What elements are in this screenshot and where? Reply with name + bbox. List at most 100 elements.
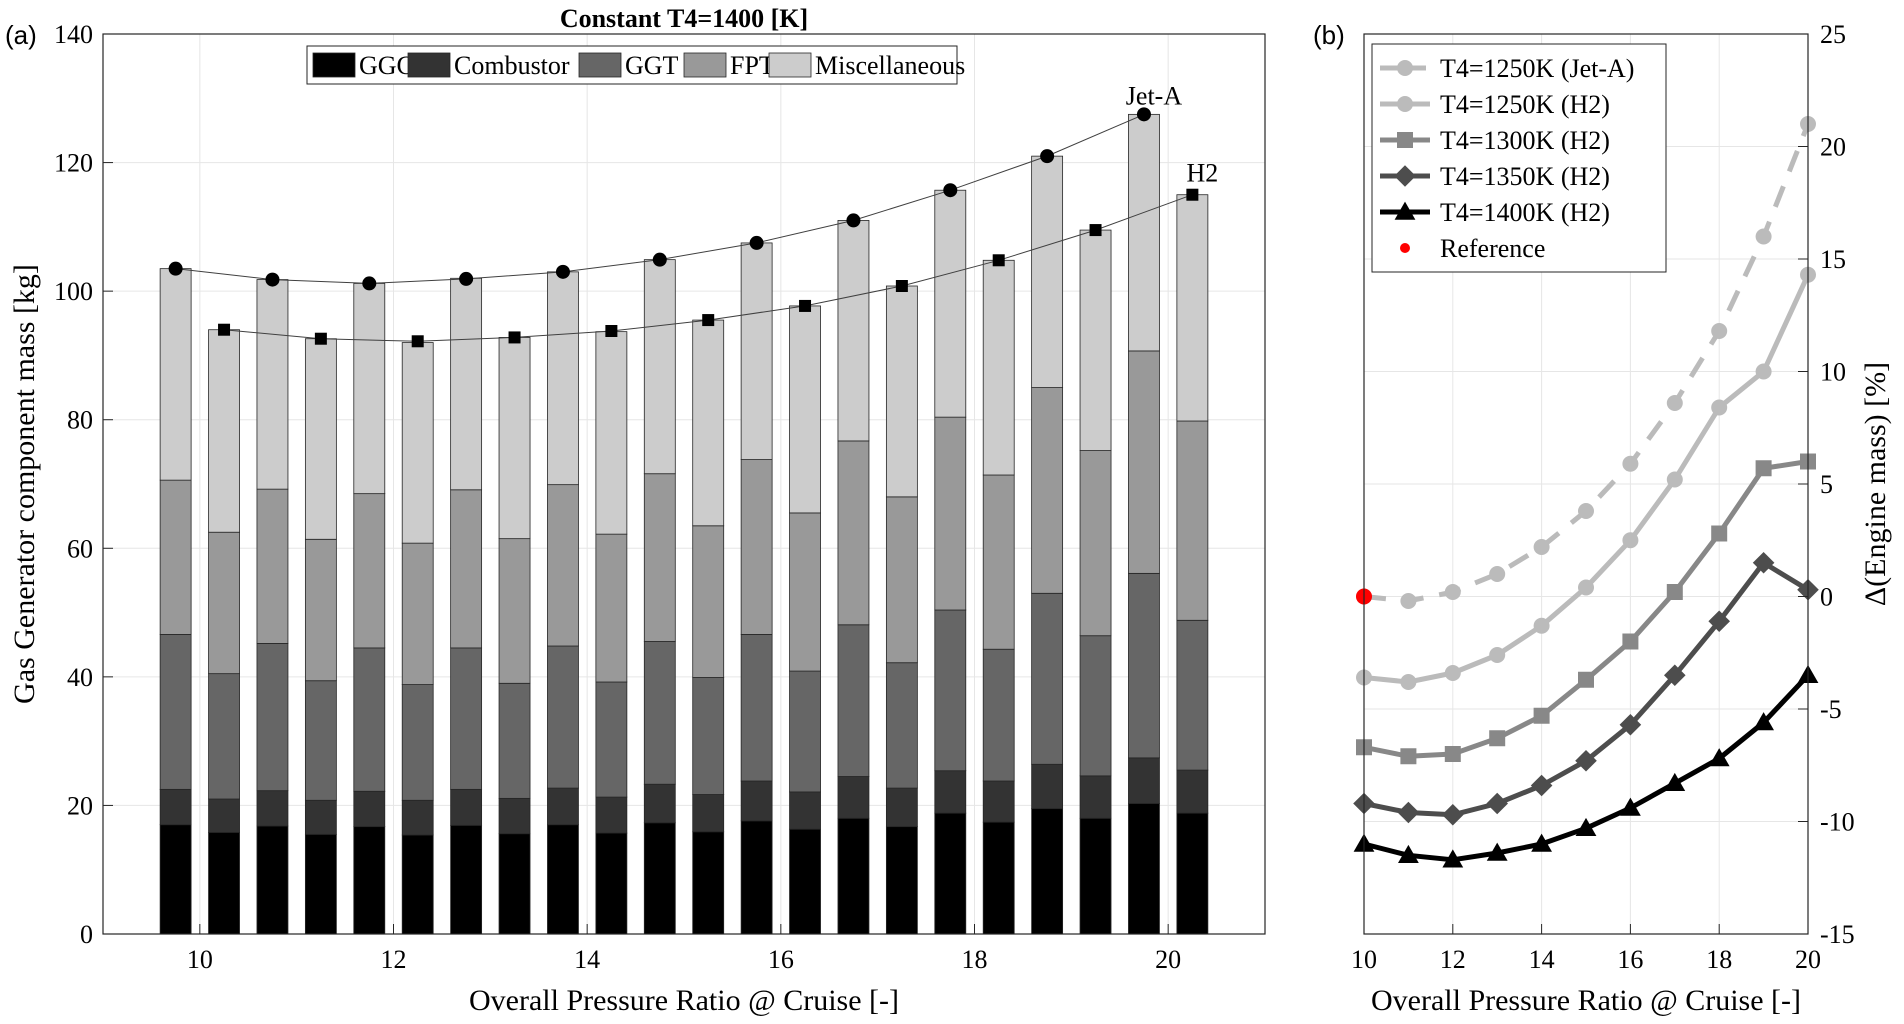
legend-label: FPT [730,51,775,80]
trend-marker-jet-a [846,213,861,228]
series-marker-0 [1400,593,1417,609]
bar-segment-jet-a-fpt [1128,350,1160,574]
series-marker-4 [1620,797,1641,816]
series-marker-2 [1622,633,1639,650]
legend-marker-sample [1394,201,1416,220]
bar-segment-h2-combustor [1079,775,1112,819]
series-marker-1 [1489,647,1506,663]
bar-segment-h2-ggc [595,832,628,935]
bar-segment-jet-a-ggt [643,641,676,785]
bar-segment-h2-miscellaneous [595,331,628,535]
series-marker-4 [1531,833,1552,852]
b-y-tick-label: 15 [1820,245,1846,274]
bar-segment-h2-miscellaneous [692,319,725,527]
bar-segment-h2-combustor [982,780,1015,823]
bar-segment-jet-a-ggc [740,820,773,935]
b-x-tick-label: 18 [1706,945,1732,974]
bar-segment-h2-combustor [789,791,821,830]
trend-marker-h2 [799,299,812,312]
series-marker-2 [1578,671,1594,688]
legend-label-reference: Reference [1440,234,1545,263]
a-x-tick-label: 18 [962,945,988,974]
trend-marker-jet-a [943,183,958,198]
series-marker-4 [1575,817,1597,837]
series-marker-1 [1444,665,1461,681]
series-marker-1 [1711,399,1728,416]
bar-segment-h2-ggt [982,648,1015,782]
bar-segment-h2-ggt [1176,619,1209,771]
trend-marker-jet-a [168,261,183,276]
panel-a-label: (a) [5,20,37,50]
series-marker-0 [1578,503,1594,519]
trend-marker-jet-a [265,272,280,287]
a-x-tick-label: 20 [1155,945,1181,974]
series-marker-3 [1664,664,1686,687]
a-x-tick-label: 12 [381,945,407,974]
series-marker-0 [1622,455,1639,472]
trend-marker-h2 [702,314,715,327]
trend-marker-h2 [411,335,424,348]
series-marker-0 [1666,395,1683,411]
panel-a-title: Constant T4=1400 [K] [560,4,808,33]
b-x-tick-label: 20 [1795,945,1821,974]
bar-segment-jet-a-miscellaneous [1031,155,1064,388]
b-x-tick-label: 10 [1351,945,1377,974]
bar-segment-jet-a-combustor [1031,763,1064,810]
a-y-tick-label: 0 [80,920,93,949]
legend-label-b: T4=1300K (H2) [1440,126,1610,155]
bar-segment-h2-fpt [982,474,1015,650]
a-y-tick-label: 120 [54,149,93,178]
a-x-tick-label: 16 [768,945,794,974]
bar-segment-jet-a-ggc [934,812,967,935]
bar-segment-h2-fpt [692,525,725,678]
series-marker-0 [1444,584,1461,600]
bar-segment-jet-a-fpt [547,484,579,647]
bar-segment-jet-a-ggt [159,634,192,790]
legend-label: Combustor [454,51,570,80]
a-x-tick-label: 14 [574,945,600,974]
bar-segment-h2-miscellaneous [1176,194,1209,422]
panel-a-trend-lines [168,107,1199,348]
series-marker-1 [1755,363,1772,380]
legend-swatch [407,52,451,78]
bar-segment-jet-a-miscellaneous [353,283,386,495]
bar-segment-jet-a-ggt [934,609,967,772]
bar-segment-h2-combustor [595,796,628,834]
bar-segment-jet-a-miscellaneous [450,277,483,491]
bar-segment-jet-a-combustor [643,783,676,824]
panel-a-bars [159,113,1209,935]
bar-segment-h2-ggc [208,832,240,935]
series-marker-3 [1752,551,1775,574]
series-marker-3 [1486,792,1508,815]
panel-a-bar-chart: (a) Constant T4=1400 [K] 10 12 14 16 18 20 0 20… [5,4,1266,1017]
bar-segment-jet-a-combustor [740,780,773,822]
bar-segment-jet-a-fpt [353,493,386,649]
bar-segment-jet-a-ggc [643,822,676,935]
series-marker-2 [1755,460,1772,477]
legend-swatch [312,52,356,78]
trend-marker-jet-a [652,252,667,267]
bar-segment-jet-a-combustor [934,770,967,814]
series-marker-3 [1530,774,1553,797]
panel-b-legend: T4=1250K (Jet-A) T4=1250K (H2) T4=1300K (H… [1371,43,1667,273]
bar-segment-h2-combustor [208,798,240,833]
panel-a-y-axis-label: Gas Generator component mass [kg] [8,264,41,704]
a-y-tick-label: 140 [54,20,93,49]
a-x-tick-label: 10 [187,945,213,974]
bar-segment-h2-fpt [401,542,434,685]
bar-segment-h2-fpt [595,533,628,683]
series-marker-0 [1489,566,1506,582]
series-marker-3 [1619,713,1642,736]
jet-a-annotation: Jet-A [1126,81,1183,110]
b-y-tick-label: -10 [1820,808,1855,837]
bar-segment-h2-ggc [885,826,918,935]
bar-segment-h2-ggt [885,662,918,789]
trend-marker-jet-a [362,276,377,291]
series-marker-1 [1622,532,1639,549]
bar-segment-h2-combustor [304,799,337,835]
b-y-tick-label: 10 [1820,358,1846,387]
b-y-tick-label: -5 [1820,695,1842,724]
legend-reference-marker [1400,243,1410,253]
